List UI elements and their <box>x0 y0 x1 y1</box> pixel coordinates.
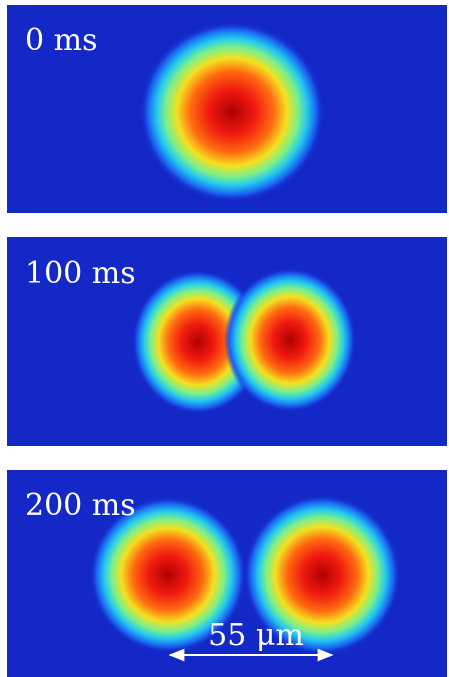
panel-label: 0 ms <box>25 23 97 58</box>
panel-label: 100 ms <box>25 256 136 291</box>
panel: 200 ms 55 μm <box>7 470 447 677</box>
atom-cloud <box>224 268 356 412</box>
panel-label: 200 ms <box>25 488 136 523</box>
panel: 100 ms <box>7 237 447 446</box>
scale-bar-label: 55 μm <box>208 618 304 653</box>
panel: 0 ms <box>7 5 447 213</box>
atom-cloud <box>132 270 264 414</box>
atom-cloud <box>244 495 400 655</box>
atom-cloud <box>90 497 246 653</box>
atom-cloud <box>140 22 324 202</box>
